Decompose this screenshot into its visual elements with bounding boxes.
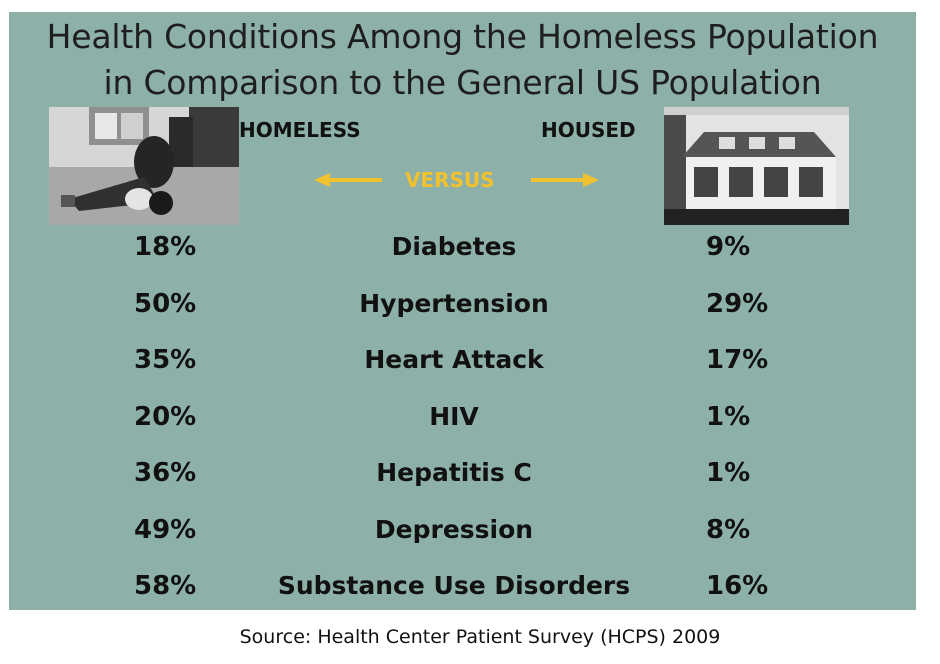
table-row: 18% Diabetes 9% [9,232,916,272]
arrow-left-icon [314,173,382,187]
homeless-value: 49% [134,514,197,545]
condition-label: Hepatitis C [376,458,532,487]
housed-value: 1% [706,401,751,432]
table-row: 58% Substance Use Disorders 16% [9,571,916,611]
table-row: 20% HIV 1% [9,402,916,442]
source-note: Source: Health Center Patient Survey (HC… [239,626,721,648]
condition-label: Substance Use Disorders [277,571,631,600]
condition-label: Heart Attack [364,345,544,374]
homeless-value: 36% [134,458,197,488]
housed-column-heading: HOUSED [541,118,636,142]
homeless-value: 58% [134,571,197,601]
chart-title-line-1: Health Conditions Among the Homeless Pop… [46,17,879,56]
homeless-value: 35% [134,345,197,375]
homeless-value: 18% [134,232,197,262]
housed-value: 17% [706,345,769,375]
homeless-person-photo [49,107,239,225]
condition-label: HIV [429,401,479,431]
chart-panel: Health Conditions Among the Homeless Pop… [9,12,916,610]
condition-label: Diabetes [391,232,517,261]
homeless-value: 20% [134,401,197,432]
housed-value: 8% [706,514,751,545]
housed-value: 16% [706,571,769,601]
housed-value: 29% [706,288,769,319]
chart-title-line-2: in Comparison to the General US Populati… [103,63,822,102]
arrow-right-icon [531,173,599,187]
house-photo [664,107,849,225]
table-row: 36% Hepatitis C 1% [9,458,916,498]
table-row: 35% Heart Attack 17% [9,345,916,385]
housed-value: 1% [706,458,751,488]
homeless-value: 50% [134,288,197,319]
condition-label: Depression [374,514,534,544]
condition-label: Hypertension [359,288,549,318]
versus-label: VERSUS [405,168,495,192]
table-row: 49% Depression 8% [9,515,916,555]
table-row: 50% Hypertension 29% [9,289,916,329]
housed-value: 9% [706,232,751,262]
homeless-column-heading: HOMELESS [239,118,361,142]
